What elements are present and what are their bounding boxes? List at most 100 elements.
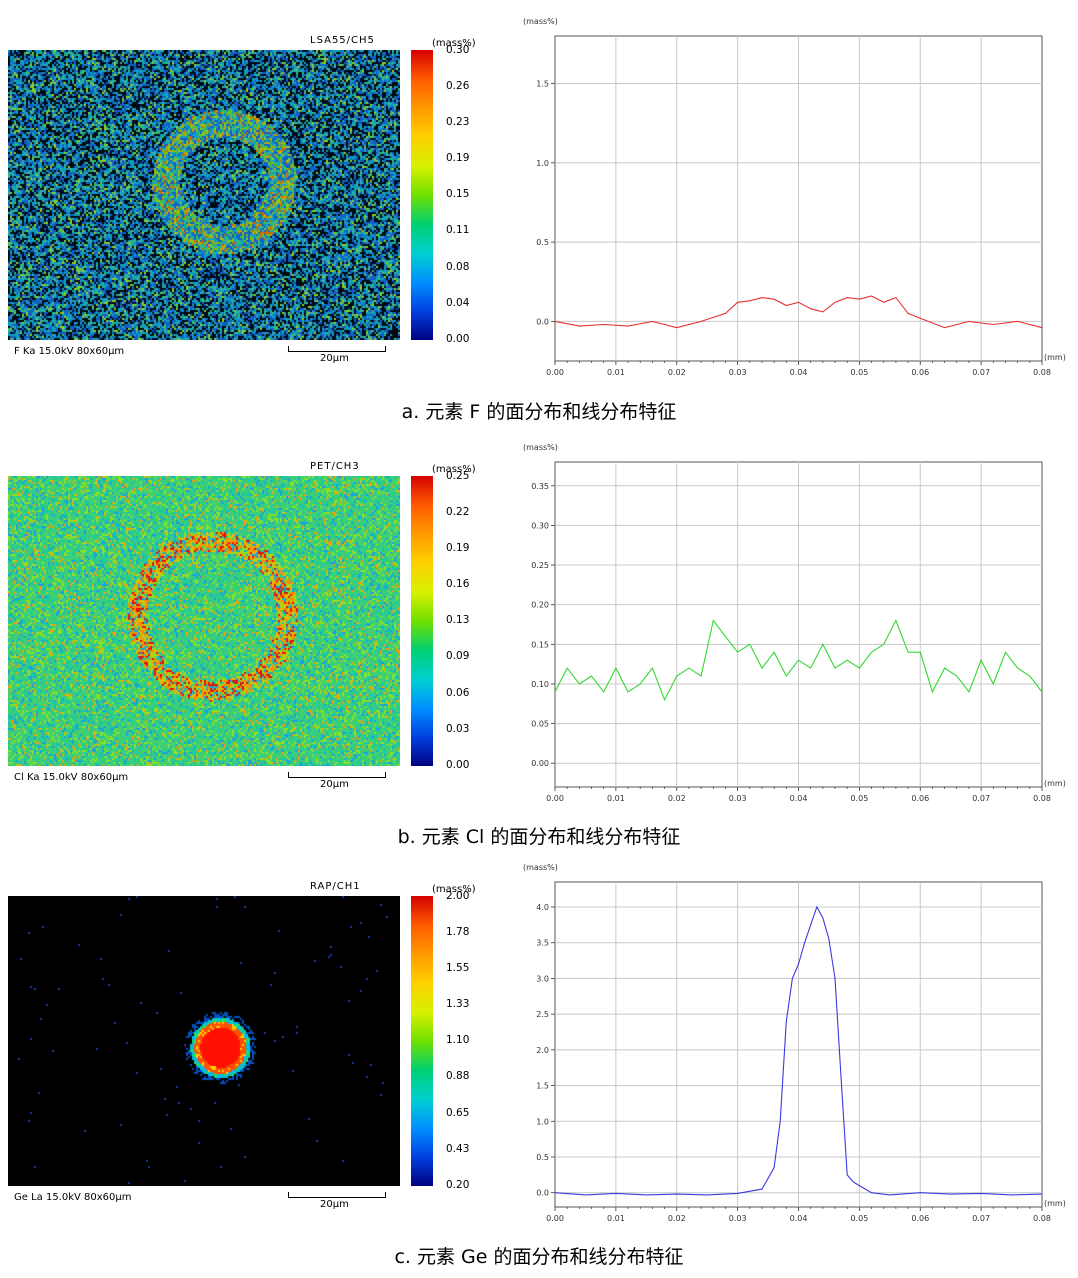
colorbar-tick-label: 0.16 [446,578,470,590]
y-tick-label: 0.5 [536,238,549,247]
colorbar-tick-label: 0.22 [446,506,470,518]
colorbar-tick-label: 0.23 [446,116,470,128]
x-axis-unit: (mm) [1044,353,1066,362]
y-tick-label: 3.0 [536,974,549,983]
colorbar-tick-label: 1.55 [446,962,470,974]
colorbar-tick-label: 0.88 [446,1070,470,1082]
colorbar [411,896,433,1186]
x-tick-label: 0.01 [607,1214,625,1222]
colorbar-tick-label: 0.13 [446,614,470,626]
series-line [554,619,1043,702]
map-caption: Cl Ka 15.0kV 80x60μm [14,772,129,783]
element-map-ge [8,896,400,1186]
y-axis-unit: (mass%) [523,863,558,872]
x-tick-label: 0.04 [790,368,808,376]
colorbar-tick-label: 0.00 [446,333,470,345]
x-tick-label: 0.00 [546,368,564,376]
series-line [554,295,1043,329]
y-tick-label: 2.0 [536,1046,549,1055]
colorbar-unit: (mass%) [432,464,476,475]
y-tick-label: 0.0 [536,1189,549,1198]
y-tick-label: 0.10 [531,680,549,689]
colorbar-tick-label: 0.03 [446,723,470,735]
panel-c: RAP/CH1 (mass%) 2.00 1.78 1.55 1.33 1.10… [0,846,1078,1268]
colorbar-tick-label: 1.10 [446,1034,470,1046]
x-tick-label: 0.02 [668,794,686,802]
y-tick-label: 0.30 [531,521,549,530]
panel-b: PET/CH3 (mass%) 0.25 0.22 0.19 0.16 0.13… [0,426,1078,848]
y-tick-label: 1.5 [536,80,549,89]
x-tick-label: 0.08 [1033,1214,1051,1222]
x-tick-label: 0.07 [972,794,990,802]
y-tick-label: 0.35 [531,482,549,491]
x-tick-label: 0.07 [972,368,990,376]
x-tick-label: 0.03 [729,368,747,376]
map-detector-code: RAP/CH1 [310,881,361,892]
x-tick-label: 0.08 [1033,368,1051,376]
x-tick-label: 0.01 [607,368,625,376]
subfigure-caption: b. 元素 Cl 的面分布和线分布特征 [397,826,681,848]
colorbar-tick-label: 1.78 [446,926,470,938]
y-tick-label: 0.15 [531,640,549,649]
colorbar-unit: (mass%) [432,38,476,49]
colorbar-tick-label: 0.11 [446,224,470,236]
line-profile-chart: 0.00 0.01 0.02 0.03 0.04 0.05 0.06 0.07 0.080.00… [523,443,1066,802]
x-tick-label: 0.05 [850,794,868,802]
element-map-cl [8,476,400,766]
colorbar-tick-label: 0.15 [446,188,470,200]
colorbar-tick-label: 0.04 [446,297,470,309]
colorbar-tick-label: 0.25 [446,470,470,482]
colorbar-tick-label: 0.26 [446,80,470,92]
scale-bar-label: 20μm [320,1199,349,1210]
line-profile-chart: 0.00 0.01 0.02 0.03 0.04 0.05 0.06 0.07 0.080.00… [523,17,1066,376]
x-axis-unit: (mm) [1044,1199,1066,1208]
x-tick-label: 0.05 [850,368,868,376]
panel-a: LSA55/CH5 (mass%) 0.30 0.26 0.23 0.19 0.… [0,0,1078,423]
colorbar-tick-label: 0.08 [446,261,470,273]
colorbar-tick-label: 0.30 [446,44,470,56]
x-tick-label: 0.02 [668,368,686,376]
x-tick-label: 0.06 [911,368,929,376]
x-tick-label: 0.05 [850,1214,868,1222]
colorbar-tick-label: 0.19 [446,542,470,554]
y-axis-unit: (mass%) [523,17,558,26]
colorbar-tick-label: 0.09 [446,650,470,662]
colorbar [411,50,433,340]
colorbar-unit: (mass%) [432,884,476,895]
colorbar-tick-label: 1.33 [446,998,470,1010]
x-tick-label: 0.00 [546,794,564,802]
subfigure-caption: c. 元素 Ge 的面分布和线分布特征 [394,1246,684,1268]
colorbar-tick-label: 0.19 [446,152,470,164]
scale-bar-label: 20μm [320,779,349,790]
element-map-f [8,50,400,340]
series-line [554,905,1043,1196]
y-tick-label: 0.20 [531,601,549,610]
x-tick-label: 0.03 [729,1214,747,1222]
colorbar-tick-label: 0.06 [446,687,470,699]
y-tick-label: 0.00 [531,759,549,768]
x-tick-label: 0.02 [668,1214,686,1222]
colorbar-tick-label: 0.43 [446,1143,470,1155]
x-tick-label: 0.00 [546,1214,564,1222]
y-tick-label: 0.05 [531,720,549,729]
colorbar-tick-label: 0.20 [446,1179,470,1191]
x-tick-label: 0.03 [729,794,747,802]
y-tick-label: 4.0 [536,903,549,912]
y-axis-unit: (mass%) [523,443,558,452]
line-profile-chart: 0.00 0.01 0.02 0.03 0.04 0.05 0.06 0.07 0.08 0.0 0… [523,863,1066,1222]
y-tick-label: 0.5 [536,1153,549,1162]
x-tick-label: 0.04 [790,794,808,802]
x-tick-label: 0.06 [911,1214,929,1222]
y-tick-label: 1.0 [536,1117,549,1126]
map-detector-code: PET/CH3 [310,461,360,472]
x-axis-unit: (mm) [1044,779,1066,788]
colorbar-tick-label: 0.00 [446,759,470,771]
x-tick-label: 0.06 [911,794,929,802]
map-caption: Ge La 15.0kV 80x60μm [14,1192,132,1203]
x-tick-label: 0.04 [790,1214,808,1222]
x-tick-label: 0.07 [972,1214,990,1222]
scale-bar [288,1192,386,1198]
y-tick-label: 1.0 [536,159,549,168]
scale-bar [288,772,386,778]
y-tick-label: 1.5 [536,1082,549,1091]
